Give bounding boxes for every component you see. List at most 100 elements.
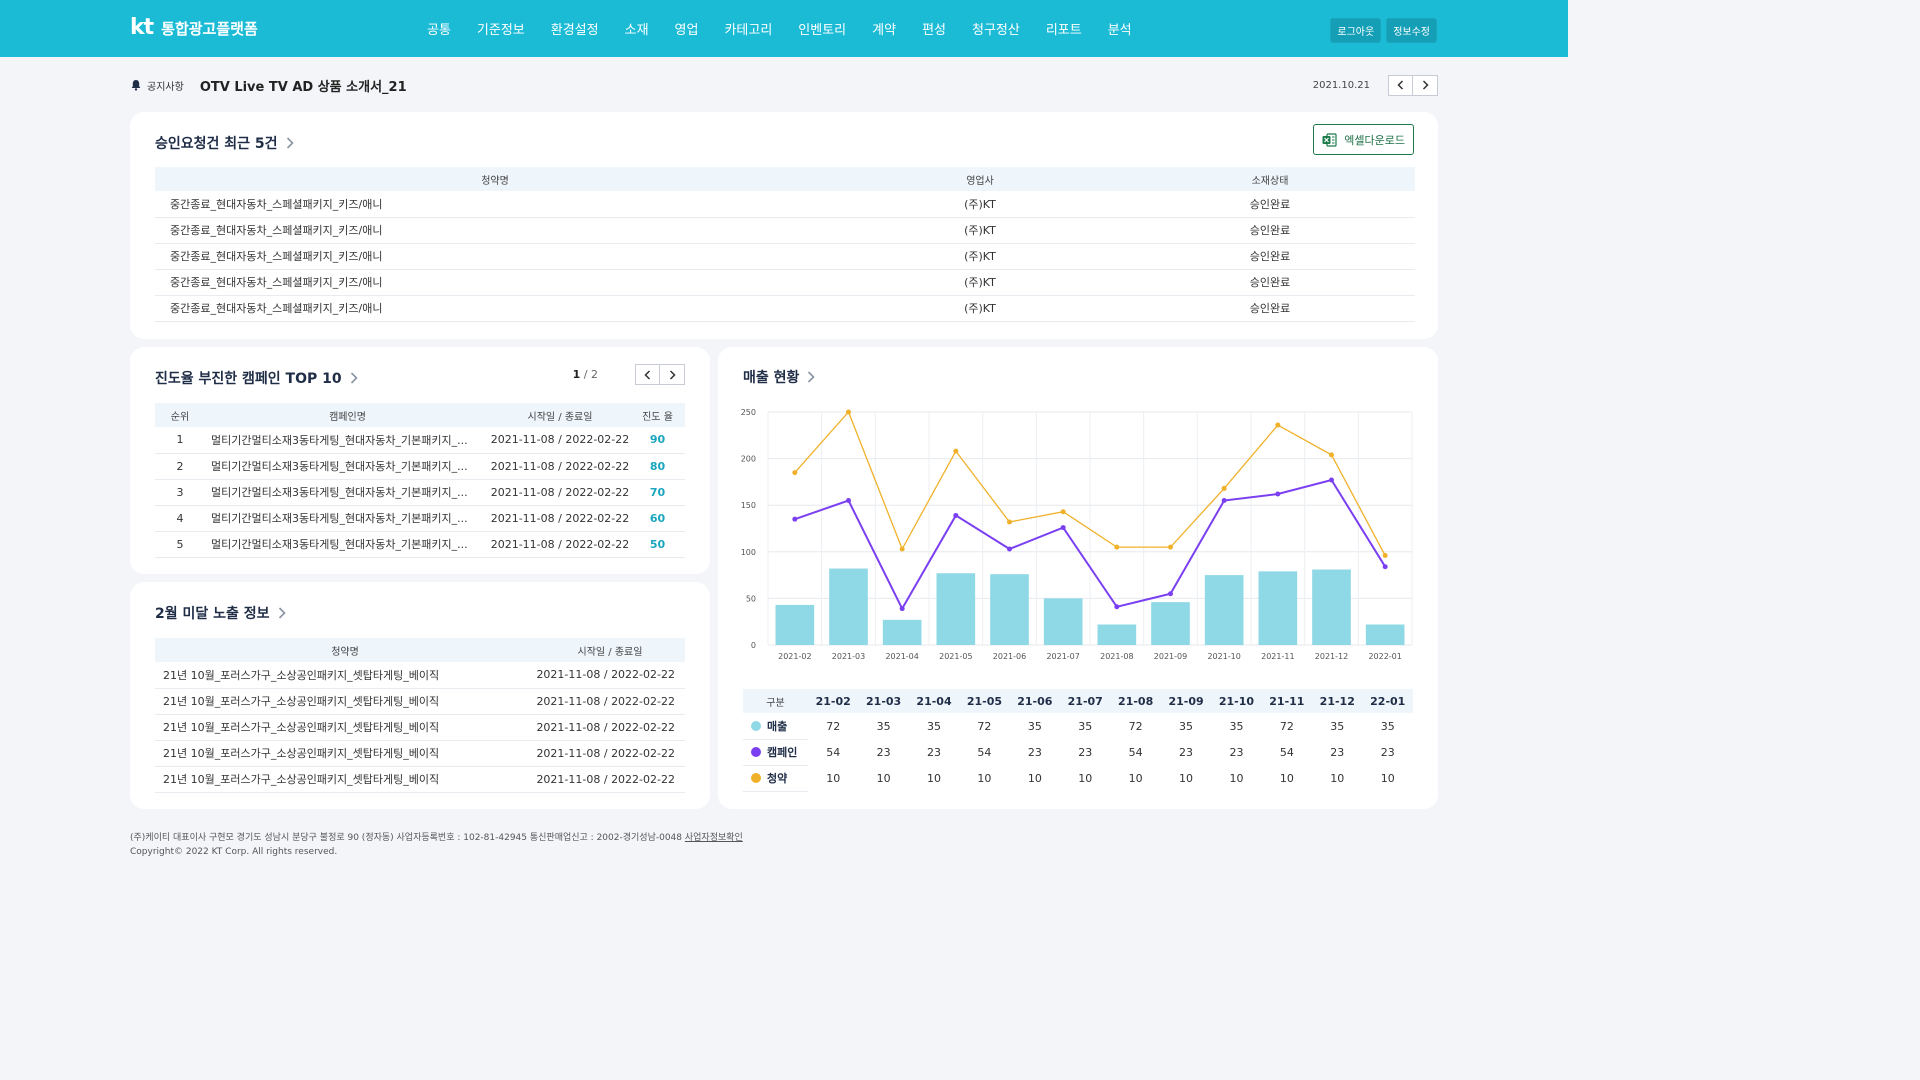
chevron-right-icon bbox=[1422, 80, 1429, 90]
contract-point bbox=[792, 470, 798, 476]
table-row[interactable]: 2 멀티기간멀티소재3동타게팅_현대자동차_기본패키지_... 2021-11-08… bbox=[155, 453, 685, 480]
nav-item[interactable]: 소재 bbox=[624, 23, 649, 38]
sales-chart: 0 50 100 150 200 250 2021-02 2021-03 2021-04 2021… bbox=[741, 408, 1413, 661]
period-cell: 2021-11-08 / 2022-02-22 bbox=[490, 531, 630, 558]
notice-prev-button[interactable] bbox=[1388, 74, 1413, 96]
nav-item[interactable]: 청구정산 bbox=[971, 23, 1020, 38]
table-row[interactable]: 4 멀티기간멀티소재3동타게팅_현대자동차_기본패키지_... 2021-11-08… bbox=[155, 505, 685, 532]
edit-profile-button[interactable]: 정보수정 bbox=[1386, 18, 1437, 43]
notice-next-button[interactable] bbox=[1413, 74, 1438, 96]
table-row[interactable]: 21년 10월_포러스가구_소상공인패키지_셋탑타게팅_베이직 2021-11-0… bbox=[155, 688, 685, 715]
sales-title[interactable]: 매출 현황 bbox=[743, 367, 816, 387]
nav-item[interactable]: 분석 bbox=[1107, 23, 1132, 38]
y-tick-label: 200 bbox=[741, 455, 756, 464]
nav-item[interactable]: 계약 bbox=[872, 23, 897, 38]
nav-item[interactable]: 환경설정 bbox=[550, 23, 599, 38]
value-cell: 10 bbox=[1279, 771, 1294, 785]
nav-item[interactable]: 기준정보 bbox=[476, 23, 525, 38]
sales-company-cell: (주)KT bbox=[835, 191, 1125, 218]
month-col-header: 21-04 bbox=[908, 689, 960, 713]
exposure-title[interactable]: 2월 미달 노출 정보 bbox=[155, 603, 286, 623]
x-tick-label: 2021-09 bbox=[1154, 652, 1187, 661]
chevron-right-icon bbox=[350, 372, 358, 384]
nav-item[interactable]: 리포트 bbox=[1045, 23, 1082, 38]
value-cell: 10 bbox=[1330, 771, 1345, 785]
nav-item[interactable]: 인벤토리 bbox=[798, 23, 847, 38]
table-row[interactable]: 21년 10월_포러스가구_소상공인패키지_셋탑타게팅_베이직 2021-11-0… bbox=[155, 766, 685, 793]
rank-cell: 3 bbox=[155, 479, 205, 506]
table-row[interactable]: 21년 10월_포러스가구_소상공인패키지_셋탑타게팅_베이직 2021-11-0… bbox=[155, 662, 685, 689]
approvals-title[interactable]: 승인요청건 최근 5건 bbox=[155, 133, 294, 153]
value-cell: 72 bbox=[1128, 719, 1143, 733]
period-cell: 2021-11-08 / 2022-02-22 bbox=[535, 740, 685, 767]
logo[interactable]: kt 통합광고플랫폼 bbox=[130, 16, 258, 40]
nav-item[interactable]: 공통 bbox=[427, 23, 451, 38]
contract-name-cell: 중간종료_현대자동차_스페셜패키지_키즈/애니 bbox=[155, 191, 835, 218]
contract-point bbox=[1060, 509, 1066, 515]
sales-company-cell: (주)KT bbox=[835, 295, 1125, 322]
table-row[interactable]: 중간종료_현대자동차_스페셜패키지_키즈/애니 (주)KT 승인완료 bbox=[155, 217, 1415, 244]
excel-download-button[interactable]: 엑셀다운로드 bbox=[1313, 124, 1414, 155]
main-nav: 공통 기준정보 환경설정 소재 영업 카테고리 인벤토리 계약 편성 청구정산 리포트 분석 bbox=[414, 0, 1145, 57]
value-cell: 35 bbox=[1330, 719, 1345, 733]
rank-cell: 2 bbox=[155, 453, 205, 480]
campaign-point bbox=[1114, 604, 1120, 610]
progress-rate-cell: 50 bbox=[630, 531, 685, 558]
logout-button[interactable]: 로그아웃 bbox=[1330, 18, 1382, 43]
table-row: 매출 72 35 35 72 35 35 72 35 35 72 35 35 bbox=[743, 713, 1413, 740]
series-label-cell: 캠페인 bbox=[743, 739, 808, 766]
period-cell: 2021-11-08 / 2022-02-22 bbox=[490, 505, 630, 532]
rank-cell: 4 bbox=[155, 505, 205, 532]
y-tick-label: 0 bbox=[751, 641, 756, 650]
period-cell: 2021-11-08 / 2022-02-22 bbox=[535, 714, 685, 741]
contract-point bbox=[1275, 422, 1281, 428]
nav-item[interactable]: 카테고리 bbox=[724, 23, 773, 38]
table-row[interactable]: 중간종료_현대자동차_스페셜패키지_키즈/애니 (주)KT 승인완료 bbox=[155, 243, 1415, 270]
chevron-left-icon bbox=[1397, 80, 1404, 90]
approvals-table: 청약명 영업사 소재상태 중간종료_현대자동차_스페셜패키지_키즈/애니 (주)K… bbox=[155, 167, 1415, 322]
top-header: kt 통합광고플랫폼 공통 기준정보 환경설정 소재 영업 카테고리 인벤토리 계약 편성 청구정… bbox=[0, 0, 1568, 57]
series-name: 청약 bbox=[767, 772, 788, 785]
campaigns-title[interactable]: 진도율 부진한 캠페인 TOP 10 bbox=[155, 368, 358, 388]
material-status-cell: 승인완료 bbox=[1125, 191, 1415, 218]
table-row[interactable]: 21년 10월_포러스가구_소상공인패키지_셋탑타게팅_베이직 2021-11-0… bbox=[155, 714, 685, 741]
exposure-title-text: 2월 미달 노출 정보 bbox=[155, 606, 270, 622]
excel-download-label: 엑셀다운로드 bbox=[1344, 133, 1405, 147]
contract-name-cell: 21년 10월_포러스가구_소상공인패키지_셋탑타게팅_베이직 bbox=[155, 662, 535, 689]
value-cell: 10 bbox=[1078, 771, 1093, 785]
x-tick-label: 2021-10 bbox=[1207, 652, 1240, 661]
table-row[interactable]: 중간종료_현대자동차_스페셜패키지_키즈/애니 (주)KT 승인완료 bbox=[155, 295, 1415, 322]
table-row[interactable]: 21년 10월_포러스가구_소상공인패키지_셋탑타게팅_베이직 2021-11-0… bbox=[155, 740, 685, 767]
value-cell: 54 bbox=[1279, 745, 1294, 759]
chevron-right-icon bbox=[808, 371, 816, 383]
business-info-link[interactable]: 사업자정보확인 bbox=[684, 833, 743, 843]
nav-item[interactable]: 영업 bbox=[674, 23, 699, 38]
table-row[interactable]: 3 멀티기간멀티소재3동타게팅_현대자동차_기본패키지_... 2021-11-08… bbox=[155, 479, 685, 506]
sales-bar bbox=[1097, 624, 1137, 645]
contract-name-cell: 21년 10월_포러스가구_소상공인패키지_셋탑타게팅_베이직 bbox=[155, 740, 535, 767]
table-row[interactable]: 1 멀티기간멀티소재3동타게팅_현대자동차_기본패키지_... 2021-11-08… bbox=[155, 427, 685, 454]
campaign-point bbox=[1007, 546, 1012, 552]
progress-rate-cell: 90 bbox=[630, 427, 685, 454]
nav-item[interactable]: 편성 bbox=[922, 23, 946, 38]
campaigns-next-button[interactable] bbox=[660, 364, 685, 385]
table-row[interactable]: 중간종료_현대자동차_스페셜패키지_키즈/애니 (주)KT 승인완료 bbox=[155, 269, 1415, 296]
col-header: 청약명 bbox=[155, 167, 835, 191]
table-row[interactable]: 5 멀티기간멀티소재3동타게팅_현대자동차_기본패키지_... 2021-11-08… bbox=[155, 531, 685, 558]
value-cell: 23 bbox=[876, 745, 891, 759]
sales-bar bbox=[775, 604, 815, 645]
period-cell: 2021-11-08 / 2022-02-22 bbox=[535, 688, 685, 715]
table-row[interactable]: 중간종료_현대자동차_스페셜패키지_키즈/애니 (주)KT 승인완료 bbox=[155, 191, 1415, 218]
campaigns-prev-button[interactable] bbox=[635, 364, 660, 385]
page-current: 1 bbox=[572, 368, 581, 381]
contract-name-cell: 중간종료_현대자동차_스페셜패키지_키즈/애니 bbox=[155, 243, 835, 270]
month-col-header: 21-11 bbox=[1261, 689, 1313, 713]
notice-title[interactable]: OTV Live TV AD 상품 소개서_21 bbox=[199, 79, 407, 95]
table-header-row: 청약명 영업사 소재상태 bbox=[155, 167, 1415, 191]
value-cell: 10 bbox=[876, 771, 891, 785]
y-tick-label: 150 bbox=[741, 501, 756, 510]
exposure-card: 2월 미달 노출 정보 청약명 시작일 / 종료일 21년 10월_포러스가구_… bbox=[130, 582, 710, 809]
value-cell: 10 bbox=[1229, 771, 1244, 785]
col-header: 소재상태 bbox=[1125, 167, 1415, 191]
contract-point bbox=[1329, 452, 1334, 458]
